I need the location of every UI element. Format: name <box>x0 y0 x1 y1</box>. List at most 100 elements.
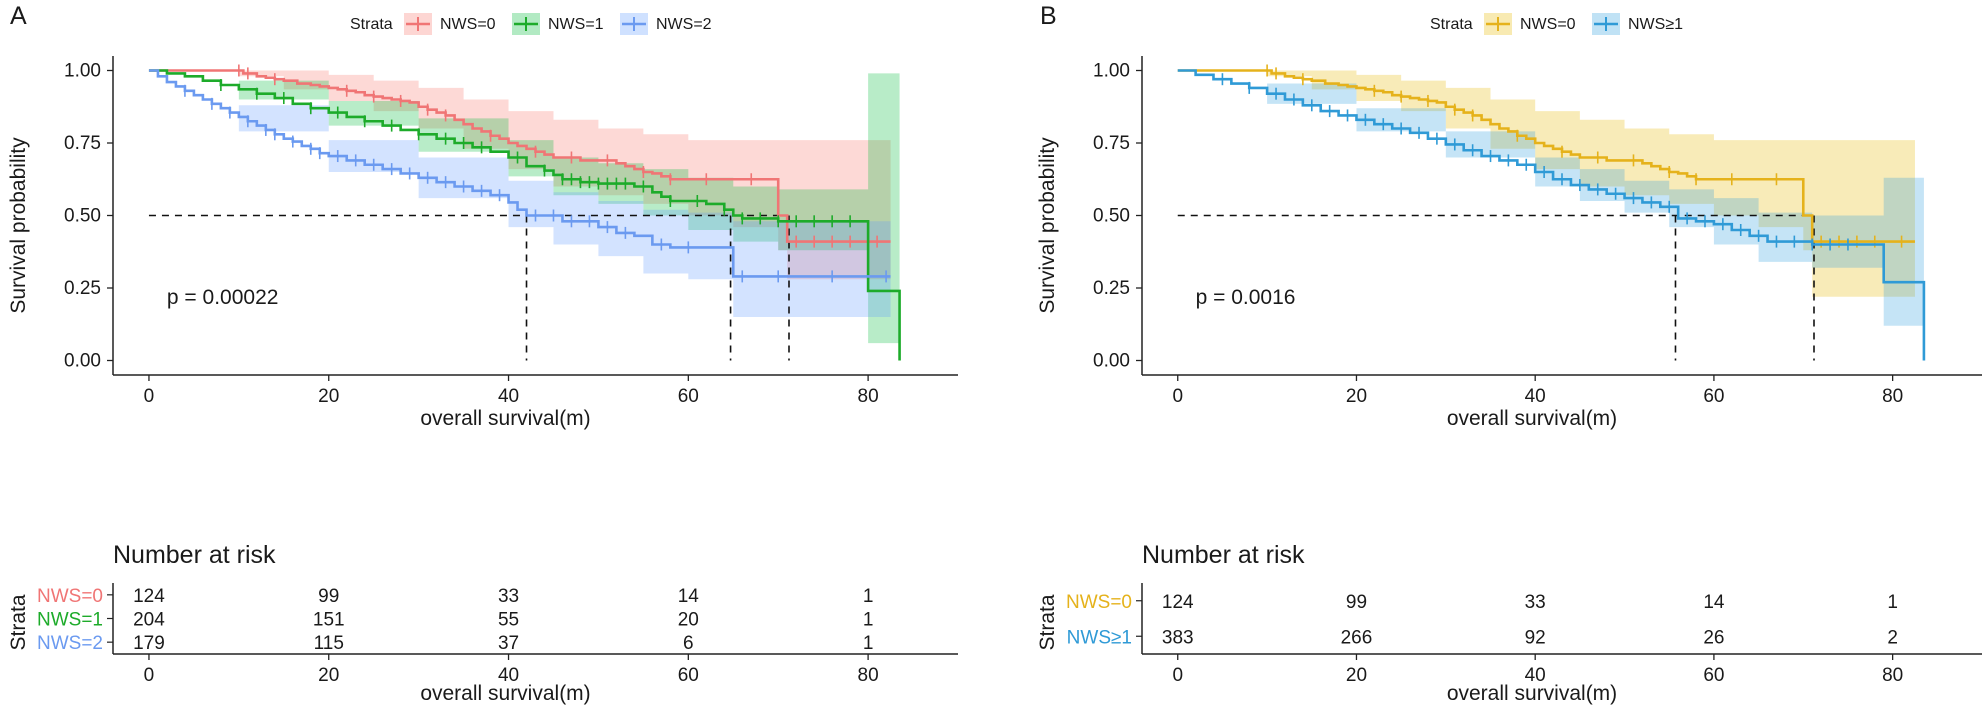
risk-count: 1 <box>1887 592 1898 613</box>
survival-curve-NWS=1 <box>148 69 901 361</box>
survival-curves <box>148 64 901 361</box>
x-tick-label: 40 <box>498 386 519 407</box>
p-value: p = 0.0016 <box>1196 286 1296 309</box>
risk-count: 92 <box>1525 627 1546 648</box>
risk-x-axis-label: overall survival(m) <box>420 682 590 705</box>
y-tick-label: 0.75 <box>64 133 101 154</box>
y-tick-label: 1.00 <box>1093 61 1130 82</box>
risk-x-tick-label: 40 <box>498 665 519 686</box>
x-tick-label: 60 <box>1703 386 1724 407</box>
risk-count: 179 <box>133 633 165 654</box>
risk-count: 99 <box>318 586 339 607</box>
x-tick-label: 40 <box>1525 386 1546 407</box>
legend-key <box>1484 13 1512 35</box>
risk-count: 99 <box>1346 592 1367 613</box>
risk-row-label: NWS=0 <box>1066 592 1132 613</box>
risk-x-tick-label: 40 <box>1525 665 1546 686</box>
y-axis-label: Survival probability <box>7 137 30 314</box>
y-tick-label: 1.00 <box>64 61 101 82</box>
confidence-band-NWS=0 <box>148 70 891 303</box>
risk-count: 6 <box>683 633 694 654</box>
panel-letter: B <box>1040 2 1057 30</box>
panel-a: A Strata NWS=0 NWS=1 NWS=20.000.250.500.751.… <box>7 2 958 705</box>
legend-label: NWS=2 <box>656 16 712 33</box>
median-lines <box>1177 214 1815 361</box>
legend-label: NWS=1 <box>548 16 604 33</box>
risk-x-tick-label: 60 <box>678 665 699 686</box>
risk-count: 55 <box>498 610 519 631</box>
risk-count: 151 <box>313 610 345 631</box>
legend-title: Strata <box>350 16 393 33</box>
risk-count: 115 <box>314 633 344 654</box>
risk-x-tick-label: 20 <box>318 665 339 686</box>
legend-key <box>404 13 432 35</box>
axes: 0.00 0.25 0.50 0.75 1.00 0 20 40 60 80 overall sur… <box>7 56 958 430</box>
legend-label: NWS≥1 <box>1628 16 1683 33</box>
risk-count: 2 <box>1887 627 1898 648</box>
x-tick-label: 20 <box>1346 386 1367 407</box>
confidence-band-NWS=0 <box>1177 70 1915 297</box>
legend: Strata NWS=0 NWS≥1 <box>1430 13 1683 35</box>
risk-x-tick-label: 0 <box>144 665 155 686</box>
panel-letter: A <box>10 2 27 30</box>
median-lines <box>148 214 790 361</box>
risk-x-tick-label: 80 <box>1882 665 1903 686</box>
risk-count: 1 <box>863 586 874 607</box>
censor-marks-NWS=2 <box>184 84 887 283</box>
risk-row-label: NWS=2 <box>37 633 103 654</box>
axes: 0.00 0.25 0.50 0.75 1.00 0 20 40 60 80 overall sur… <box>1036 56 1982 430</box>
x-tick-label: 80 <box>858 386 879 407</box>
risk-y-axis-label: Strata <box>7 594 30 650</box>
x-axis-label: overall survival(m) <box>420 407 590 430</box>
p-value: p = 0.00022 <box>167 286 279 309</box>
risk-count: 266 <box>1341 627 1373 648</box>
legend-key <box>512 13 540 35</box>
risk-table: Number at risk NWS=0 124 99 33 14 1 NWS=1 204 151… <box>7 541 958 705</box>
x-tick-label: 20 <box>318 386 339 407</box>
risk-count: 26 <box>1703 627 1724 648</box>
legend-label: NWS=0 <box>1520 16 1576 33</box>
panel-b: B Strata NWS=0 NWS≥10.000.250.500.751.000 20… <box>1036 2 1982 705</box>
x-axis-label: overall survival(m) <box>1447 407 1617 430</box>
censor-marks-NWS=1 <box>220 79 851 228</box>
legend-label: NWS=0 <box>440 16 496 33</box>
risk-count: 33 <box>498 586 519 607</box>
survival-curve-NWS=0 <box>148 69 891 243</box>
risk-count: 1 <box>863 633 874 654</box>
confidence-bands <box>148 70 900 344</box>
legend-title: Strata <box>1430 16 1473 33</box>
risk-count: 37 <box>498 633 519 654</box>
risk-count: 14 <box>1703 592 1725 613</box>
x-tick-label: 60 <box>678 386 699 407</box>
survival-curves <box>1177 64 1926 361</box>
y-tick-label: 0.00 <box>64 351 101 372</box>
risk-count: 14 <box>678 586 700 607</box>
x-tick-label: 80 <box>1882 386 1903 407</box>
risk-count: 124 <box>1162 592 1194 613</box>
risk-row-label: NWS≥1 <box>1067 627 1132 648</box>
y-tick-label: 0.00 <box>1093 351 1130 372</box>
confidence-band-NWS=1 <box>148 70 900 344</box>
y-tick-label: 0.25 <box>64 278 101 299</box>
confidence-band-NWS=2 <box>148 70 891 317</box>
risk-x-axis-label: overall survival(m) <box>1447 682 1617 705</box>
risk-count: 124 <box>133 586 165 607</box>
risk-table: Number at risk NWS=0 124 99 33 14 1 NWS≥1 383 266… <box>1036 541 1982 705</box>
risk-count: 20 <box>678 610 699 631</box>
x-tick-label: 0 <box>144 386 155 407</box>
risk-x-tick-label: 80 <box>858 665 879 686</box>
risk-count: 1 <box>863 610 874 631</box>
risk-count: 383 <box>1162 627 1194 648</box>
risk-count: 33 <box>1525 592 1546 613</box>
survival-curve-NWS=0 <box>1177 69 1915 243</box>
y-axis-label: Survival probability <box>1036 137 1059 314</box>
risk-row-label: NWS=0 <box>37 586 103 607</box>
confidence-bands <box>1177 70 1924 326</box>
legend: Strata NWS=0 NWS=1 NWS=2 <box>350 13 712 35</box>
risk-table-title: Number at risk <box>1142 541 1305 569</box>
x-tick-label: 0 <box>1172 386 1183 407</box>
y-tick-label: 0.25 <box>1093 278 1130 299</box>
risk-count: 204 <box>133 610 165 631</box>
legend-key <box>620 13 648 35</box>
